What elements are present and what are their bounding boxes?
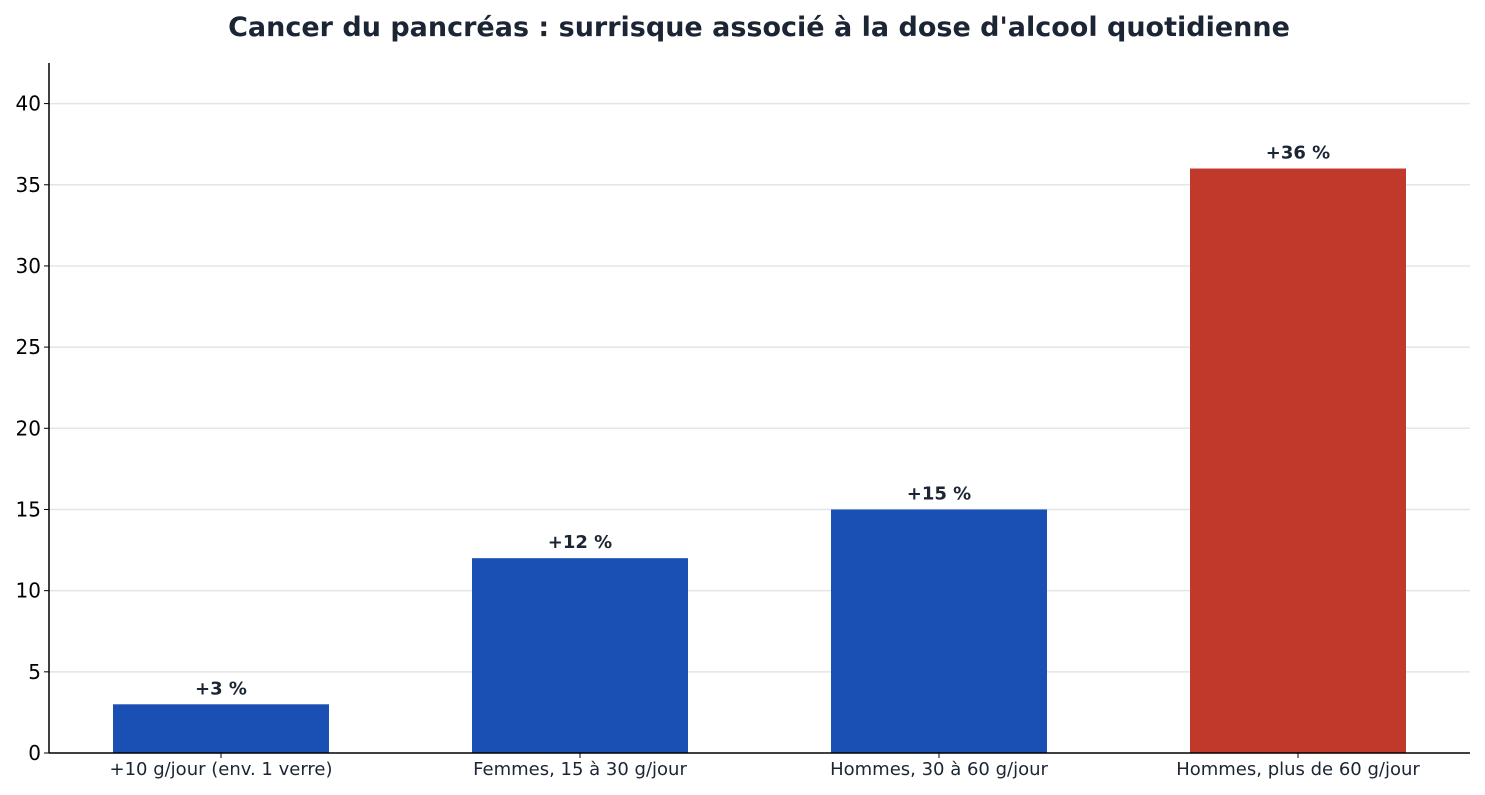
x-tick-label: Femmes, 15 à 30 g/jour	[473, 759, 687, 780]
y-tick-label: 15	[16, 497, 41, 521]
x-tick-label: +10 g/jour (env. 1 verre)	[109, 759, 332, 780]
y-tick-label: 25	[16, 335, 41, 359]
y-tick-label: 0	[28, 741, 41, 765]
data-label: +12 %	[548, 532, 612, 553]
data-label: +36 %	[1266, 143, 1330, 164]
chart-title: Cancer du pancréas : surrisque associé à…	[228, 12, 1290, 43]
y-tick-label: 20	[16, 416, 41, 440]
bar	[1190, 168, 1406, 753]
bar	[472, 558, 688, 753]
axes: 0 5 10 15 20 25 30 35 40 +10 g/jour (env. 1 verre…	[16, 63, 1470, 780]
x-tick-label: Hommes, 30 à 60 g/jour	[830, 759, 1048, 780]
y-tick-label: 10	[16, 579, 41, 603]
data-label: +3 %	[195, 678, 247, 699]
y-tick-label: 35	[16, 173, 41, 197]
bar	[831, 509, 1047, 753]
bars	[113, 168, 1406, 753]
y-tick-label: 30	[16, 254, 41, 278]
data-labels: +3 % +12 % +15 % +36 %	[195, 143, 1330, 700]
bar	[113, 704, 329, 753]
data-label: +15 %	[907, 483, 971, 504]
x-tick-label: Hommes, plus de 60 g/jour	[1176, 759, 1420, 780]
y-tick-label: 5	[28, 660, 41, 684]
y-tick-label: 40	[16, 92, 41, 116]
